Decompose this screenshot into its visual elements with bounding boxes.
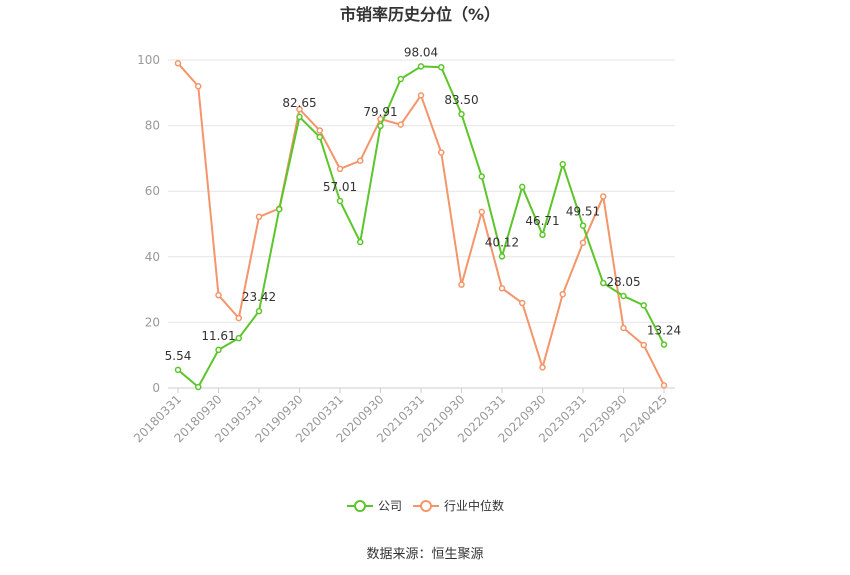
data-point <box>255 213 263 221</box>
data-point <box>296 113 303 121</box>
y-tick-label: 60 <box>145 184 160 198</box>
data-point <box>438 149 445 156</box>
data-point <box>195 383 202 391</box>
data-label: 23.42 <box>242 290 276 304</box>
data-point <box>498 285 506 292</box>
grid-lines <box>168 59 675 389</box>
data-label: 83.50 <box>444 93 478 107</box>
data-label: 46.71 <box>525 214 559 228</box>
data-point <box>235 334 242 342</box>
data-point <box>660 341 668 348</box>
data-point <box>255 307 263 315</box>
data-point <box>174 60 182 67</box>
data-label: 28.05 <box>606 275 640 289</box>
data-point <box>539 364 546 371</box>
data-point <box>559 290 566 298</box>
data-point <box>478 173 485 180</box>
data-point <box>215 291 222 299</box>
legend-label: 公司 <box>378 499 402 513</box>
series-group <box>174 60 668 391</box>
data-point <box>559 161 566 168</box>
series-line-0 <box>177 65 665 389</box>
data-point <box>579 222 587 229</box>
data-point <box>620 292 627 300</box>
source-note: 数据来源：恒生聚源 <box>366 547 483 562</box>
data-label: 11.61 <box>201 329 235 343</box>
data-point <box>296 105 303 113</box>
data-label: 57.01 <box>323 180 357 194</box>
legend-label: 行业中位数 <box>444 498 504 513</box>
data-point <box>215 346 222 354</box>
data-point <box>519 183 526 191</box>
data-point <box>195 82 202 90</box>
data-point <box>316 133 323 141</box>
data-point <box>579 239 587 246</box>
data-label: 49.51 <box>566 205 600 219</box>
y-tick-label: 80 <box>145 119 160 133</box>
data-point <box>660 382 668 389</box>
data-labels: 5.54 11.61 23.42 82.65 57.01 79.91 98.04 83.50 4… <box>165 45 682 362</box>
data-label: 82.65 <box>282 96 316 110</box>
legend[interactable]: 公司 行业中位数 <box>347 498 504 513</box>
chart-title: 市销率历史分位（%） <box>340 5 500 24</box>
data-label: 98.04 <box>404 45 438 59</box>
data-point <box>519 299 526 307</box>
data-point <box>235 314 242 322</box>
y-tick-label: 0 <box>152 381 160 395</box>
series-line-1 <box>177 62 665 386</box>
data-point <box>316 127 323 134</box>
data-label: 79.91 <box>363 105 397 119</box>
data-point <box>357 238 364 246</box>
data-point <box>458 110 465 118</box>
data-point <box>417 92 425 99</box>
data-label: 5.54 <box>165 349 192 363</box>
data-point <box>640 341 647 349</box>
data-point <box>336 197 344 205</box>
data-point <box>620 324 627 332</box>
data-point <box>458 281 465 288</box>
legend-marker <box>354 500 366 512</box>
legend-item-1[interactable]: 行业中位数 <box>413 498 504 513</box>
y-tick-label: 40 <box>145 250 160 264</box>
data-point <box>498 253 506 260</box>
data-label: 40.12 <box>485 235 519 249</box>
data-point <box>377 122 384 130</box>
legend-marker <box>420 500 432 512</box>
data-label: 13.24 <box>647 324 681 338</box>
y-axis-ticks: 0 20 40 60 80 100 <box>137 53 160 395</box>
data-point <box>600 193 607 200</box>
legend-item-0[interactable]: 公司 <box>347 499 402 513</box>
data-point <box>600 279 607 287</box>
data-point <box>336 165 344 173</box>
data-point <box>640 302 647 309</box>
data-point <box>438 63 445 71</box>
y-tick-label: 100 <box>137 53 160 67</box>
data-point <box>357 157 364 164</box>
data-point <box>539 231 546 239</box>
y-tick-label: 20 <box>145 315 160 329</box>
x-axis: 2018033120180930201903312019093020200331… <box>131 388 670 445</box>
data-point <box>478 208 485 216</box>
data-point <box>276 205 283 213</box>
data-point <box>397 75 404 83</box>
data-point <box>417 63 425 70</box>
data-point <box>397 121 404 128</box>
data-point <box>174 366 182 374</box>
